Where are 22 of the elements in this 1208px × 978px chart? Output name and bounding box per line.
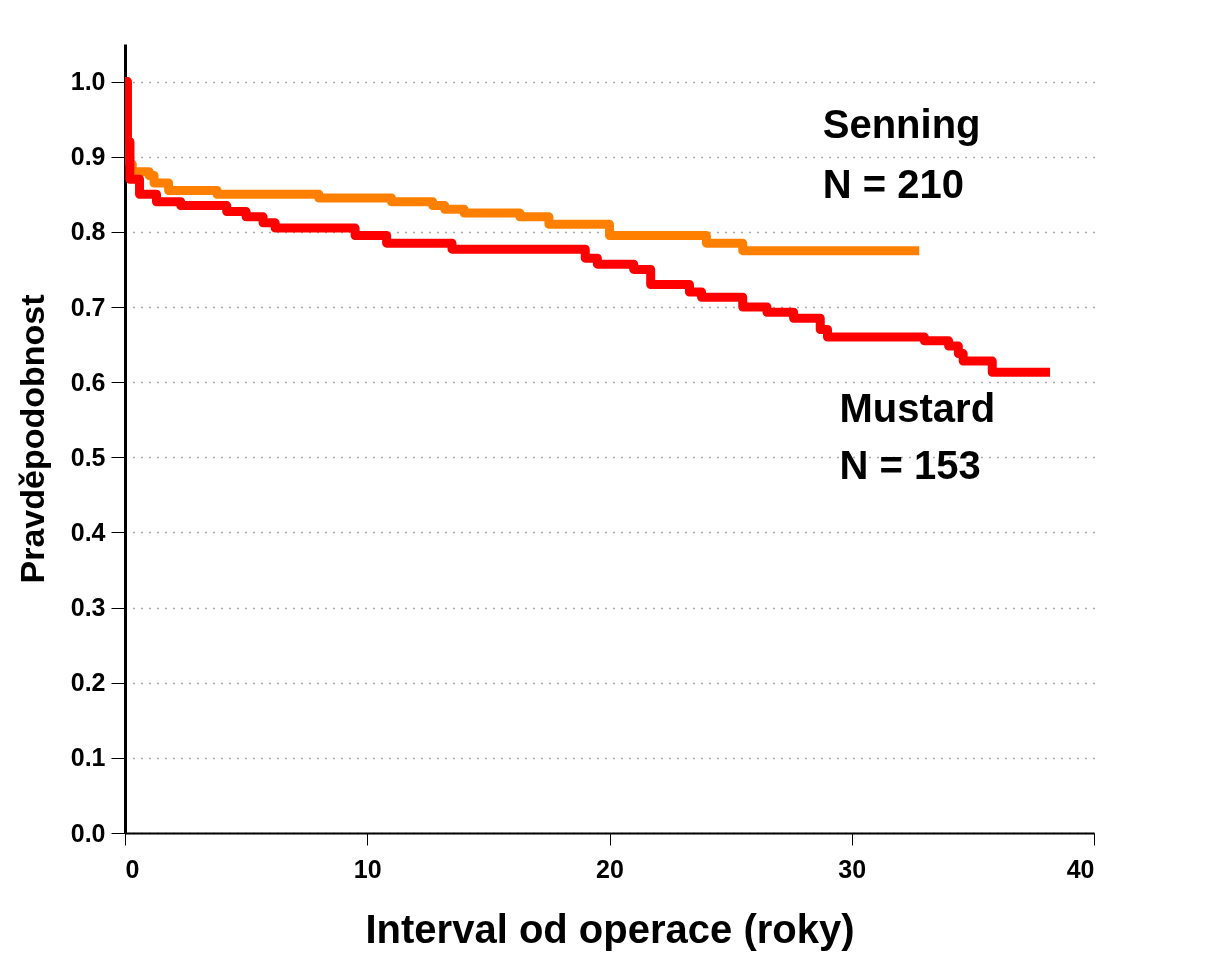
y-tick-label: 0.7 <box>70 292 106 321</box>
x-tick-label: 30 <box>838 854 867 883</box>
x-axis-title: Interval od operace (roky) <box>365 906 855 951</box>
x-tick-label: 20 <box>596 854 624 883</box>
y-tick-label: 0.8 <box>70 217 106 246</box>
series-label: Mustard <box>839 386 996 431</box>
y-tick-label: 0.9 <box>70 142 106 171</box>
y-tick-label: 0.5 <box>70 442 106 471</box>
y-tick-label: 0.2 <box>70 668 106 697</box>
y-tick-label: 0.6 <box>70 367 106 396</box>
y-tick-label: 0.0 <box>70 818 106 847</box>
x-tick-label: 0 <box>125 854 140 883</box>
y-tick-label: 0.3 <box>70 593 106 622</box>
annotation: N = 153 <box>839 443 981 488</box>
y-axis-title: Pravděpodobnost <box>12 294 51 584</box>
y-tick-label: 1.0 <box>70 67 106 96</box>
text: Senning <box>822 101 981 146</box>
annotation: N = 210 <box>822 161 964 206</box>
x-tick-label: 40 <box>1066 854 1095 883</box>
y-tick-label: 0.1 <box>70 743 106 772</box>
y-tick-label: 0.4 <box>70 517 106 546</box>
x-tick-label: 10 <box>353 854 382 883</box>
